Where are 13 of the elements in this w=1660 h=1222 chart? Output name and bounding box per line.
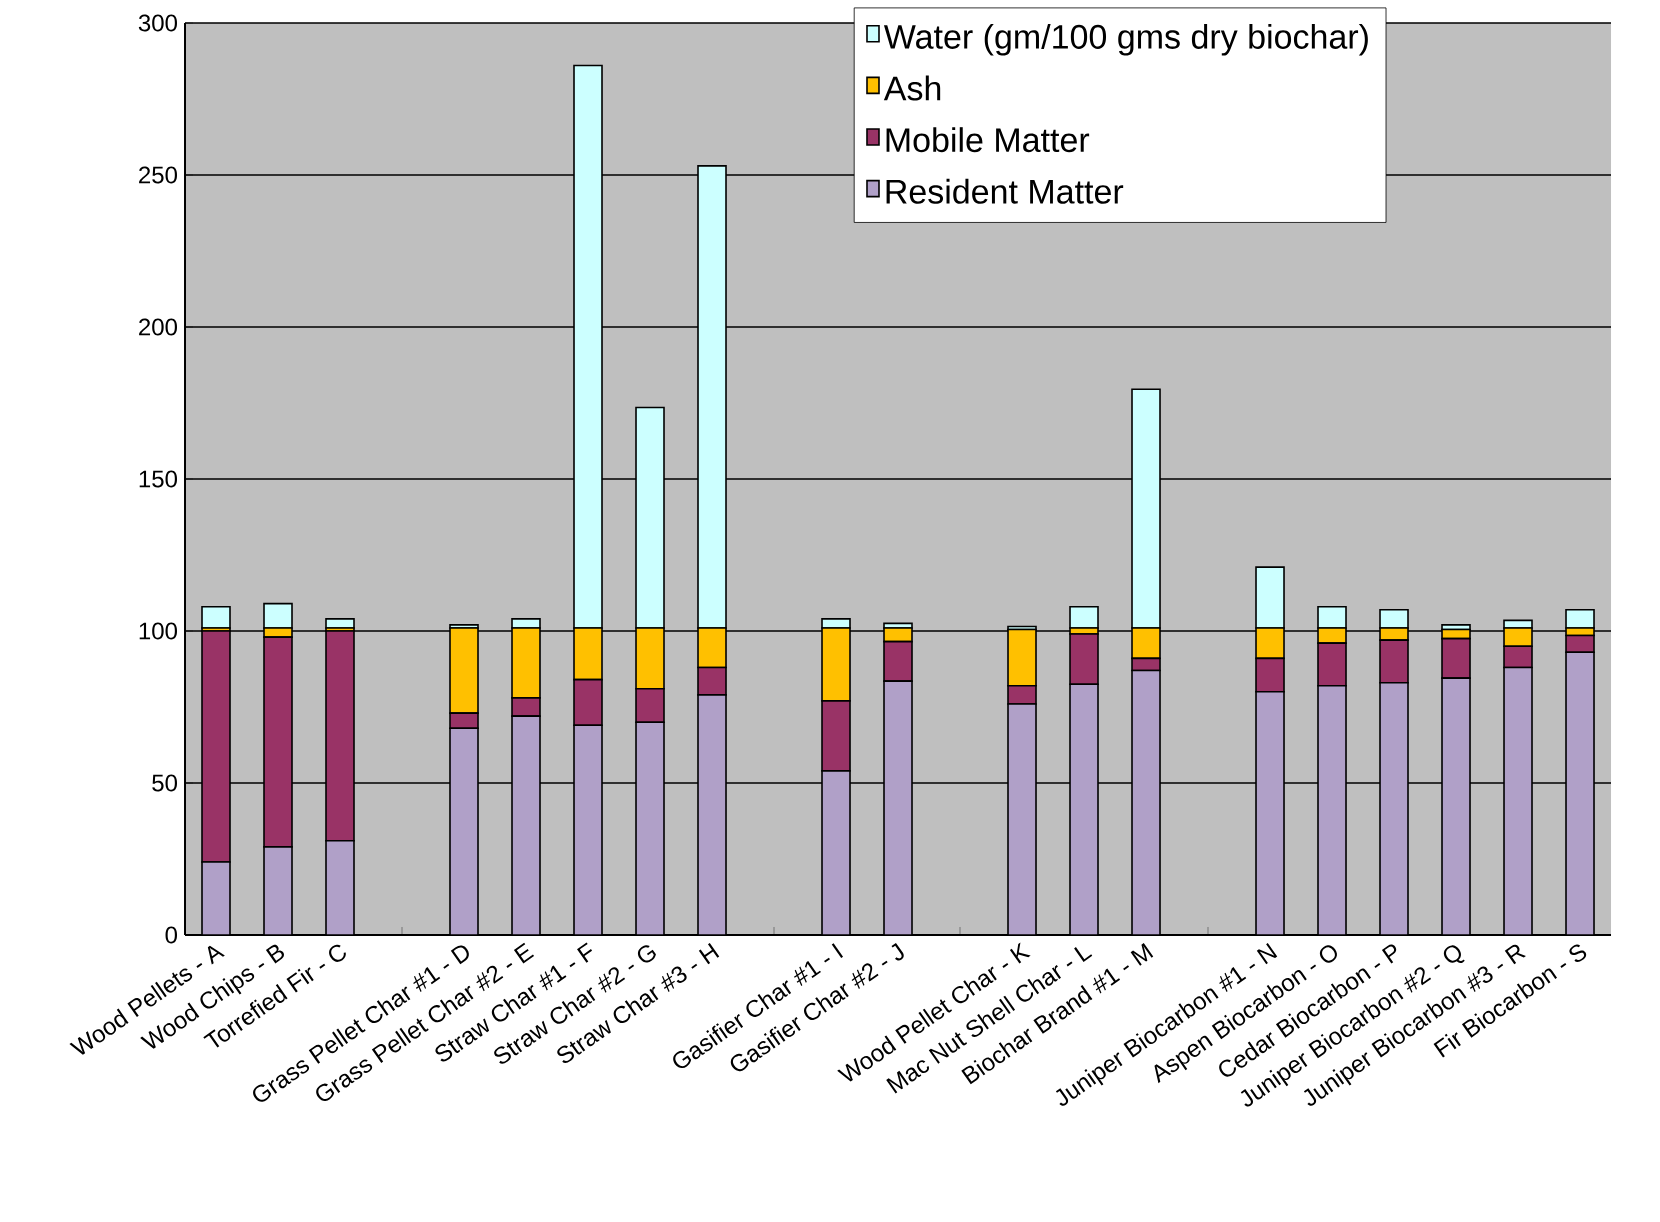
y-tick-label: 150 bbox=[139, 470, 177, 488]
legend-label: Water (gm/100 gms dry biochar) bbox=[883, 23, 1368, 56]
legend-label: Ash bbox=[883, 75, 941, 101]
y-tick-label: 50 bbox=[152, 774, 178, 792]
legend-label: Resident Matter bbox=[886, 178, 1124, 204]
y-tick-label: 200 bbox=[139, 318, 177, 336]
legend-label: Mobile Matter bbox=[886, 127, 1090, 153]
y-tick-label: 0 bbox=[165, 926, 178, 944]
bar bbox=[1069, 605, 1099, 629]
y-tick-label: 100 bbox=[139, 622, 177, 640]
y-tick-label: 300 bbox=[138, 14, 177, 32]
y-tick-label: 250 bbox=[139, 166, 177, 184]
bar bbox=[201, 605, 231, 629]
